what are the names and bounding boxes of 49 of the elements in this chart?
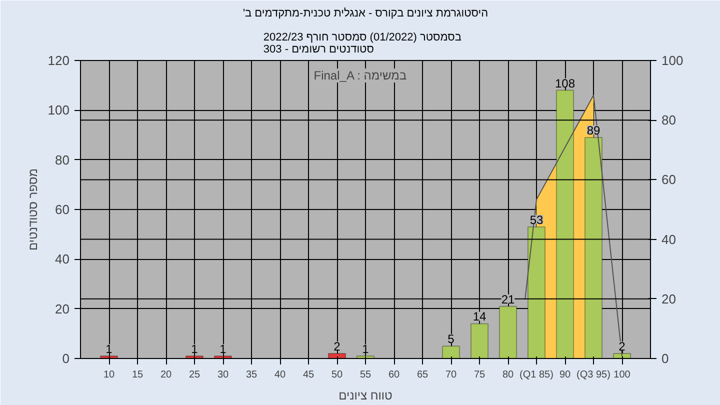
x-tick-label: 55 xyxy=(360,370,372,380)
y-tick-label: 80 xyxy=(55,152,70,168)
y-tick-label: 40 xyxy=(55,252,70,267)
data-label: 108 xyxy=(554,76,576,90)
x-tick-label: 50 xyxy=(331,370,343,380)
x-tick-label: 80 xyxy=(502,370,514,380)
y-tick-label: 0 xyxy=(62,351,70,366)
y2-tick-label: 80 xyxy=(662,112,676,128)
x-tick-label: 30 xyxy=(217,370,229,380)
x-tick-label: 70 xyxy=(445,370,457,380)
data-label: 2 xyxy=(618,340,626,354)
x-tick-label: 20 xyxy=(160,370,172,380)
x-tick-label: 90 xyxy=(559,370,571,380)
data-label: 1 xyxy=(362,342,370,356)
x-tick-label: 65 xyxy=(416,370,428,380)
x-tick-label: (Q1 85) xyxy=(520,370,554,380)
data-label: 1 xyxy=(106,342,113,356)
y2-tick-label: 60 xyxy=(662,172,676,188)
data-label: 1 xyxy=(220,342,227,356)
data-label: 2 xyxy=(334,340,341,354)
x-tick-label: (Q3 95) xyxy=(576,370,610,380)
x-tick-label: 40 xyxy=(274,370,286,380)
data-label: 1 xyxy=(191,342,198,356)
x-tick-label: 15 xyxy=(132,370,144,380)
y-tick-label: 120 xyxy=(48,53,70,68)
x-tick-label: 35 xyxy=(246,370,258,380)
y2-tick-label: 40 xyxy=(662,232,676,247)
x-tick-label: 25 xyxy=(188,370,200,380)
data-label: 14 xyxy=(472,310,486,324)
chart-subtitle: בסמסטר (01/2022) סמסטר חורף 2022/23 סטודנטים רשומים - 303 xyxy=(263,32,462,56)
y2-tick-label: 20 xyxy=(662,291,676,306)
data-label: 5 xyxy=(448,332,455,346)
chart-title: 'היסטוגרמת ציונים בקורס - אנגלית טכנית-מתקדמים ב xyxy=(242,8,488,20)
y2-tick-label: 0 xyxy=(662,351,669,366)
y-tick-label: 60 xyxy=(55,202,70,217)
y2-tick-label: 100 xyxy=(662,53,684,68)
x-axis-title: טווח ציונים xyxy=(338,388,393,402)
x-tick-label: 45 xyxy=(302,370,314,380)
y-tick-label: 100 xyxy=(48,102,70,118)
data-label: 21 xyxy=(501,292,515,306)
x-tick-label: 75 xyxy=(474,370,486,380)
data-label: 89 xyxy=(586,123,600,138)
y-tick-label: 20 xyxy=(55,301,70,316)
y-axis-title: מספר סטודנטים xyxy=(26,168,40,251)
x-tick-label: 100 xyxy=(614,370,631,380)
data-label: 53 xyxy=(530,212,544,227)
annotation: Final_A : במשימה xyxy=(314,68,407,82)
x-tick-label: 60 xyxy=(388,370,400,380)
x-tick-label: 10 xyxy=(103,370,115,380)
